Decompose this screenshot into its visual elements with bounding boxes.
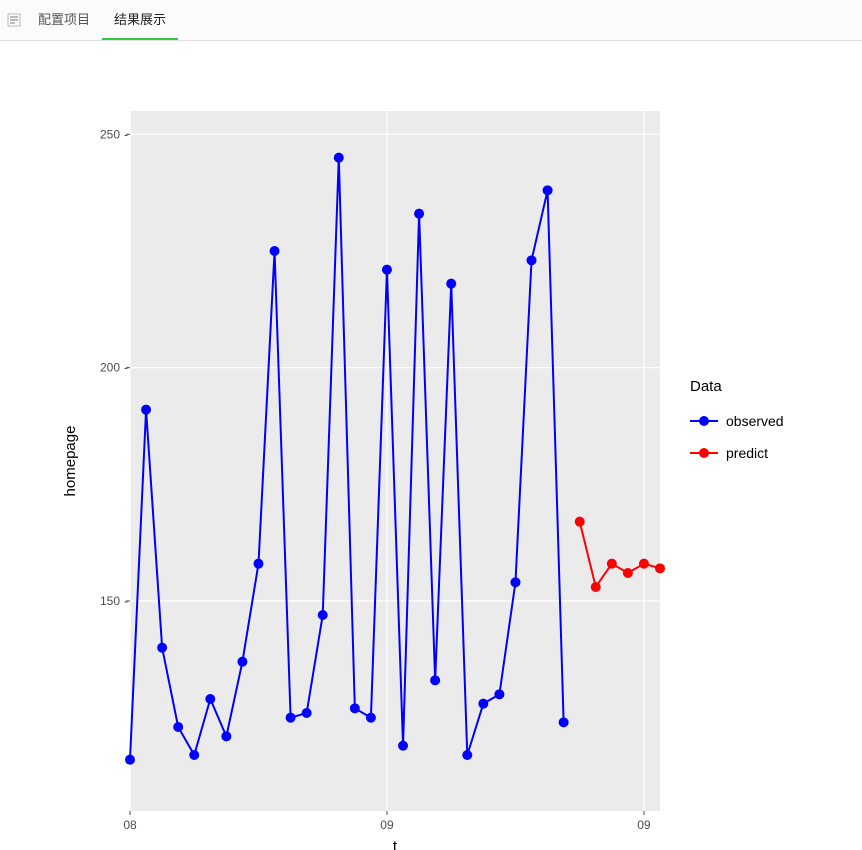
svg-text:-: - — [124, 594, 128, 608]
svg-text:t: t — [393, 838, 398, 850]
svg-text:Data: Data — [690, 378, 722, 395]
svg-text:250: 250 — [100, 127, 120, 141]
svg-text:200: 200 — [100, 361, 120, 375]
svg-text:08: 08 — [123, 818, 137, 832]
svg-text:09: 09 — [637, 818, 651, 832]
svg-text:predict: predict — [726, 445, 768, 461]
svg-text:observed: observed — [726, 413, 784, 429]
line-chart: 150-200-250-080909thomepageDataobservedp… — [0, 81, 862, 850]
svg-text:150: 150 — [100, 594, 120, 608]
tab-results[interactable]: 结果展示 — [102, 0, 178, 40]
svg-text:-: - — [124, 127, 128, 141]
svg-text:homepage: homepage — [62, 426, 79, 497]
top-bar: 配置项目 结果展示 — [0, 0, 862, 41]
config-icon — [6, 12, 22, 28]
chart-container: 150-200-250-080909thomepageDataobservedp… — [0, 41, 862, 850]
svg-text:09: 09 — [380, 818, 394, 832]
svg-text:-: - — [124, 361, 128, 375]
tab-config[interactable]: 配置项目 — [26, 0, 102, 40]
